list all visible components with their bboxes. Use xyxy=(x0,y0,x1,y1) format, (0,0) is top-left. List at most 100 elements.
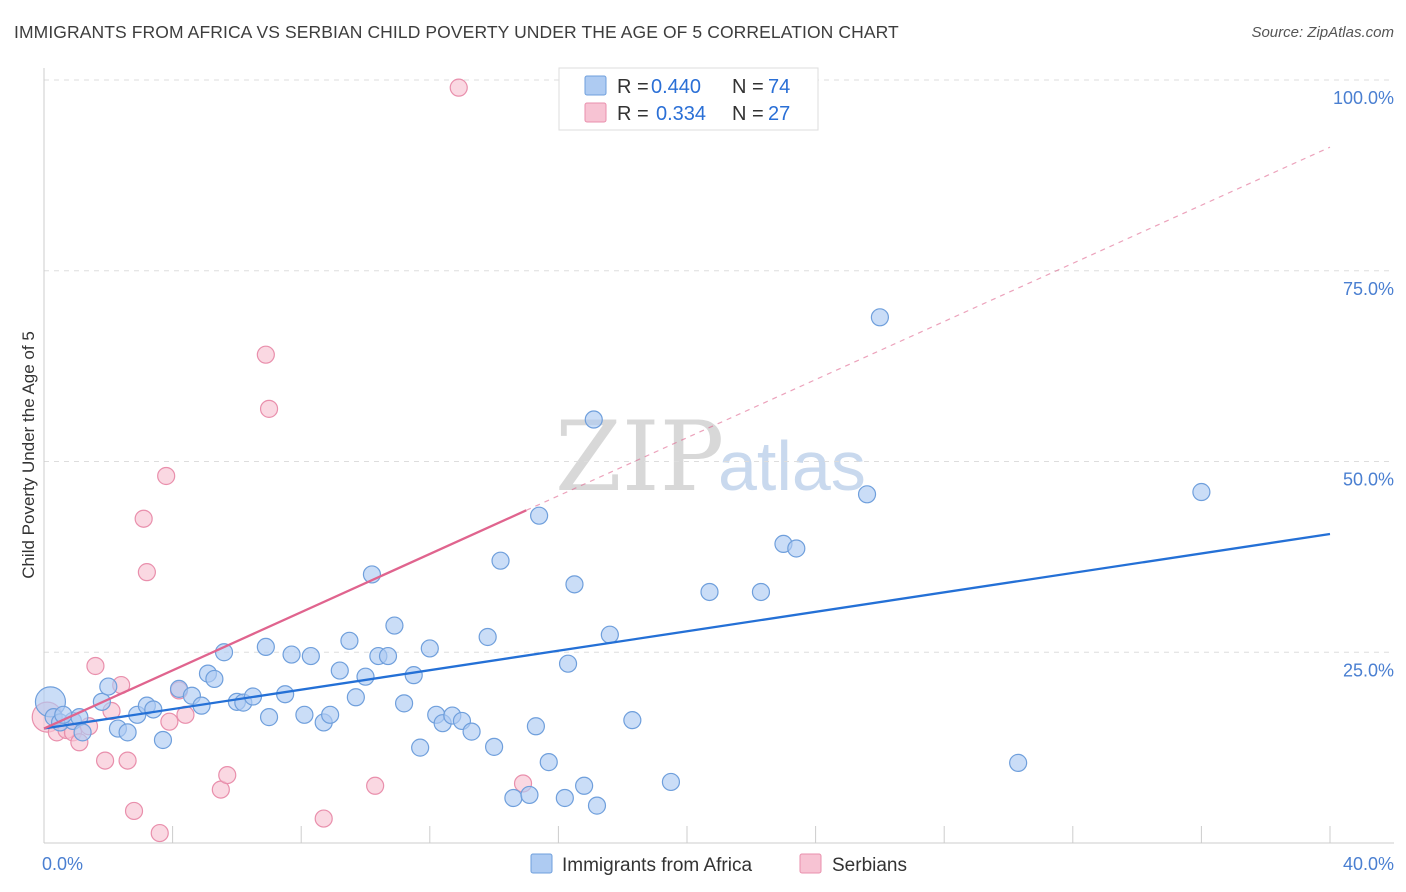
africa-point xyxy=(340,631,359,650)
africa-point xyxy=(153,730,173,750)
watermark: ZIP atlas xyxy=(555,401,866,513)
africa-point xyxy=(330,661,349,680)
africa-point xyxy=(356,667,375,686)
serbians-point xyxy=(150,823,169,843)
legend-swatch-pink xyxy=(584,102,607,123)
bottom-legend-label-pink: Serbians xyxy=(832,855,907,876)
africa-point xyxy=(558,654,578,673)
blue-trendline xyxy=(43,532,1331,730)
africa-point xyxy=(282,645,301,664)
bottom-legend-swatch-blue xyxy=(530,853,553,874)
africa-point xyxy=(462,722,481,741)
correlation-legend: R = 0.440 N = 74 R = 0.334 N = 27 xyxy=(558,67,819,131)
serbians-point xyxy=(314,809,333,828)
gridlines xyxy=(44,79,1394,653)
africa-point xyxy=(276,685,295,704)
africa-point xyxy=(526,717,545,736)
africa-point xyxy=(144,700,163,719)
watermark-zip: ZIP xyxy=(555,401,724,513)
africa-point xyxy=(478,627,497,647)
africa-point xyxy=(256,637,275,657)
series-legend: Immigrants from Africa Serbians xyxy=(530,853,907,876)
africa-point xyxy=(539,753,558,772)
x-tick-label-max: 40.0% xyxy=(1343,854,1394,874)
immigrants-from-africa-points xyxy=(34,308,1211,815)
y-tick-label-50: 50.0% xyxy=(1343,470,1394,490)
serbians-point xyxy=(118,751,137,770)
africa-point xyxy=(600,625,619,644)
africa-point xyxy=(346,688,365,707)
y-tick-labels: 25.0% 50.0% 75.0% 100.0% xyxy=(1333,88,1394,680)
serbians-point xyxy=(256,345,275,364)
africa-point xyxy=(520,785,539,805)
pink-trendline xyxy=(43,509,527,730)
source-credit: Source: ZipAtlas.com xyxy=(1251,24,1394,41)
legend-n-label-blue: N = xyxy=(732,76,764,98)
legend-r-label-blue: R = xyxy=(617,76,649,98)
africa-point xyxy=(259,708,279,727)
africa-point xyxy=(118,723,137,742)
africa-point xyxy=(751,582,771,602)
legend-r-value-blue: 0.440 xyxy=(651,76,701,98)
serbians-point xyxy=(160,712,179,731)
y-tick-label-75: 75.0% xyxy=(1343,279,1394,299)
legend-r-label-pink: R = xyxy=(617,103,649,125)
africa-point xyxy=(205,669,224,689)
africa-point xyxy=(485,737,504,756)
y-axis-title: Child Poverty Under the Age of 5 xyxy=(19,331,38,579)
africa-point xyxy=(857,485,877,504)
africa-point xyxy=(321,705,340,724)
x-tick-labels: 0.0% 40.0% xyxy=(42,854,1394,874)
serbians-point xyxy=(449,78,468,97)
africa-point xyxy=(623,711,642,730)
africa-point xyxy=(491,551,510,570)
x-tick-label-min: 0.0% xyxy=(42,854,83,874)
africa-point xyxy=(404,666,423,685)
africa-point xyxy=(411,738,430,757)
africa-point xyxy=(555,788,574,808)
serbians-point xyxy=(218,765,237,785)
legend-n-value-blue: 74 xyxy=(768,76,790,98)
africa-point xyxy=(73,723,92,742)
africa-point xyxy=(99,677,118,696)
africa-point xyxy=(575,776,594,795)
africa-point xyxy=(787,539,806,558)
chart-title: IMMIGRANTS FROM AFRICA VS SERBIAN CHILD … xyxy=(14,22,899,42)
africa-point xyxy=(385,616,404,635)
serbians-point xyxy=(124,801,144,821)
trendlines xyxy=(43,146,1331,730)
africa-point xyxy=(295,705,314,724)
africa-point xyxy=(1192,482,1211,502)
africa-point xyxy=(700,582,719,602)
serbians-point xyxy=(86,656,105,676)
africa-point xyxy=(584,410,603,429)
legend-n-label-pink: N = xyxy=(732,103,764,125)
africa-point xyxy=(301,646,320,666)
africa-point xyxy=(870,308,890,327)
legend-n-value-pink: 27 xyxy=(768,103,790,125)
africa-point xyxy=(1009,753,1028,772)
y-tick-label-100: 100.0% xyxy=(1333,88,1394,108)
serbians-point xyxy=(157,466,176,486)
africa-point xyxy=(530,506,549,525)
legend-swatch-blue xyxy=(584,75,607,96)
watermark-atlas: atlas xyxy=(718,427,866,505)
serbians-point xyxy=(95,751,115,770)
y-tick-label-25: 25.0% xyxy=(1343,660,1394,680)
legend-r-value-pink: 0.334 xyxy=(656,103,706,125)
bottom-legend-label-blue: Immigrants from Africa xyxy=(562,855,752,876)
africa-point xyxy=(420,639,439,658)
africa-point xyxy=(587,796,607,815)
africa-point xyxy=(394,694,414,713)
serbians-point xyxy=(366,776,385,795)
africa-point xyxy=(565,575,584,594)
africa-point xyxy=(504,788,523,808)
pink-trendline-extension xyxy=(526,146,1331,511)
serbians-point xyxy=(137,563,156,582)
africa-point xyxy=(378,646,398,666)
serbians-point xyxy=(259,399,279,418)
bottom-legend-swatch-pink xyxy=(799,853,822,874)
serbians-point xyxy=(134,509,153,528)
africa-point xyxy=(661,772,681,792)
